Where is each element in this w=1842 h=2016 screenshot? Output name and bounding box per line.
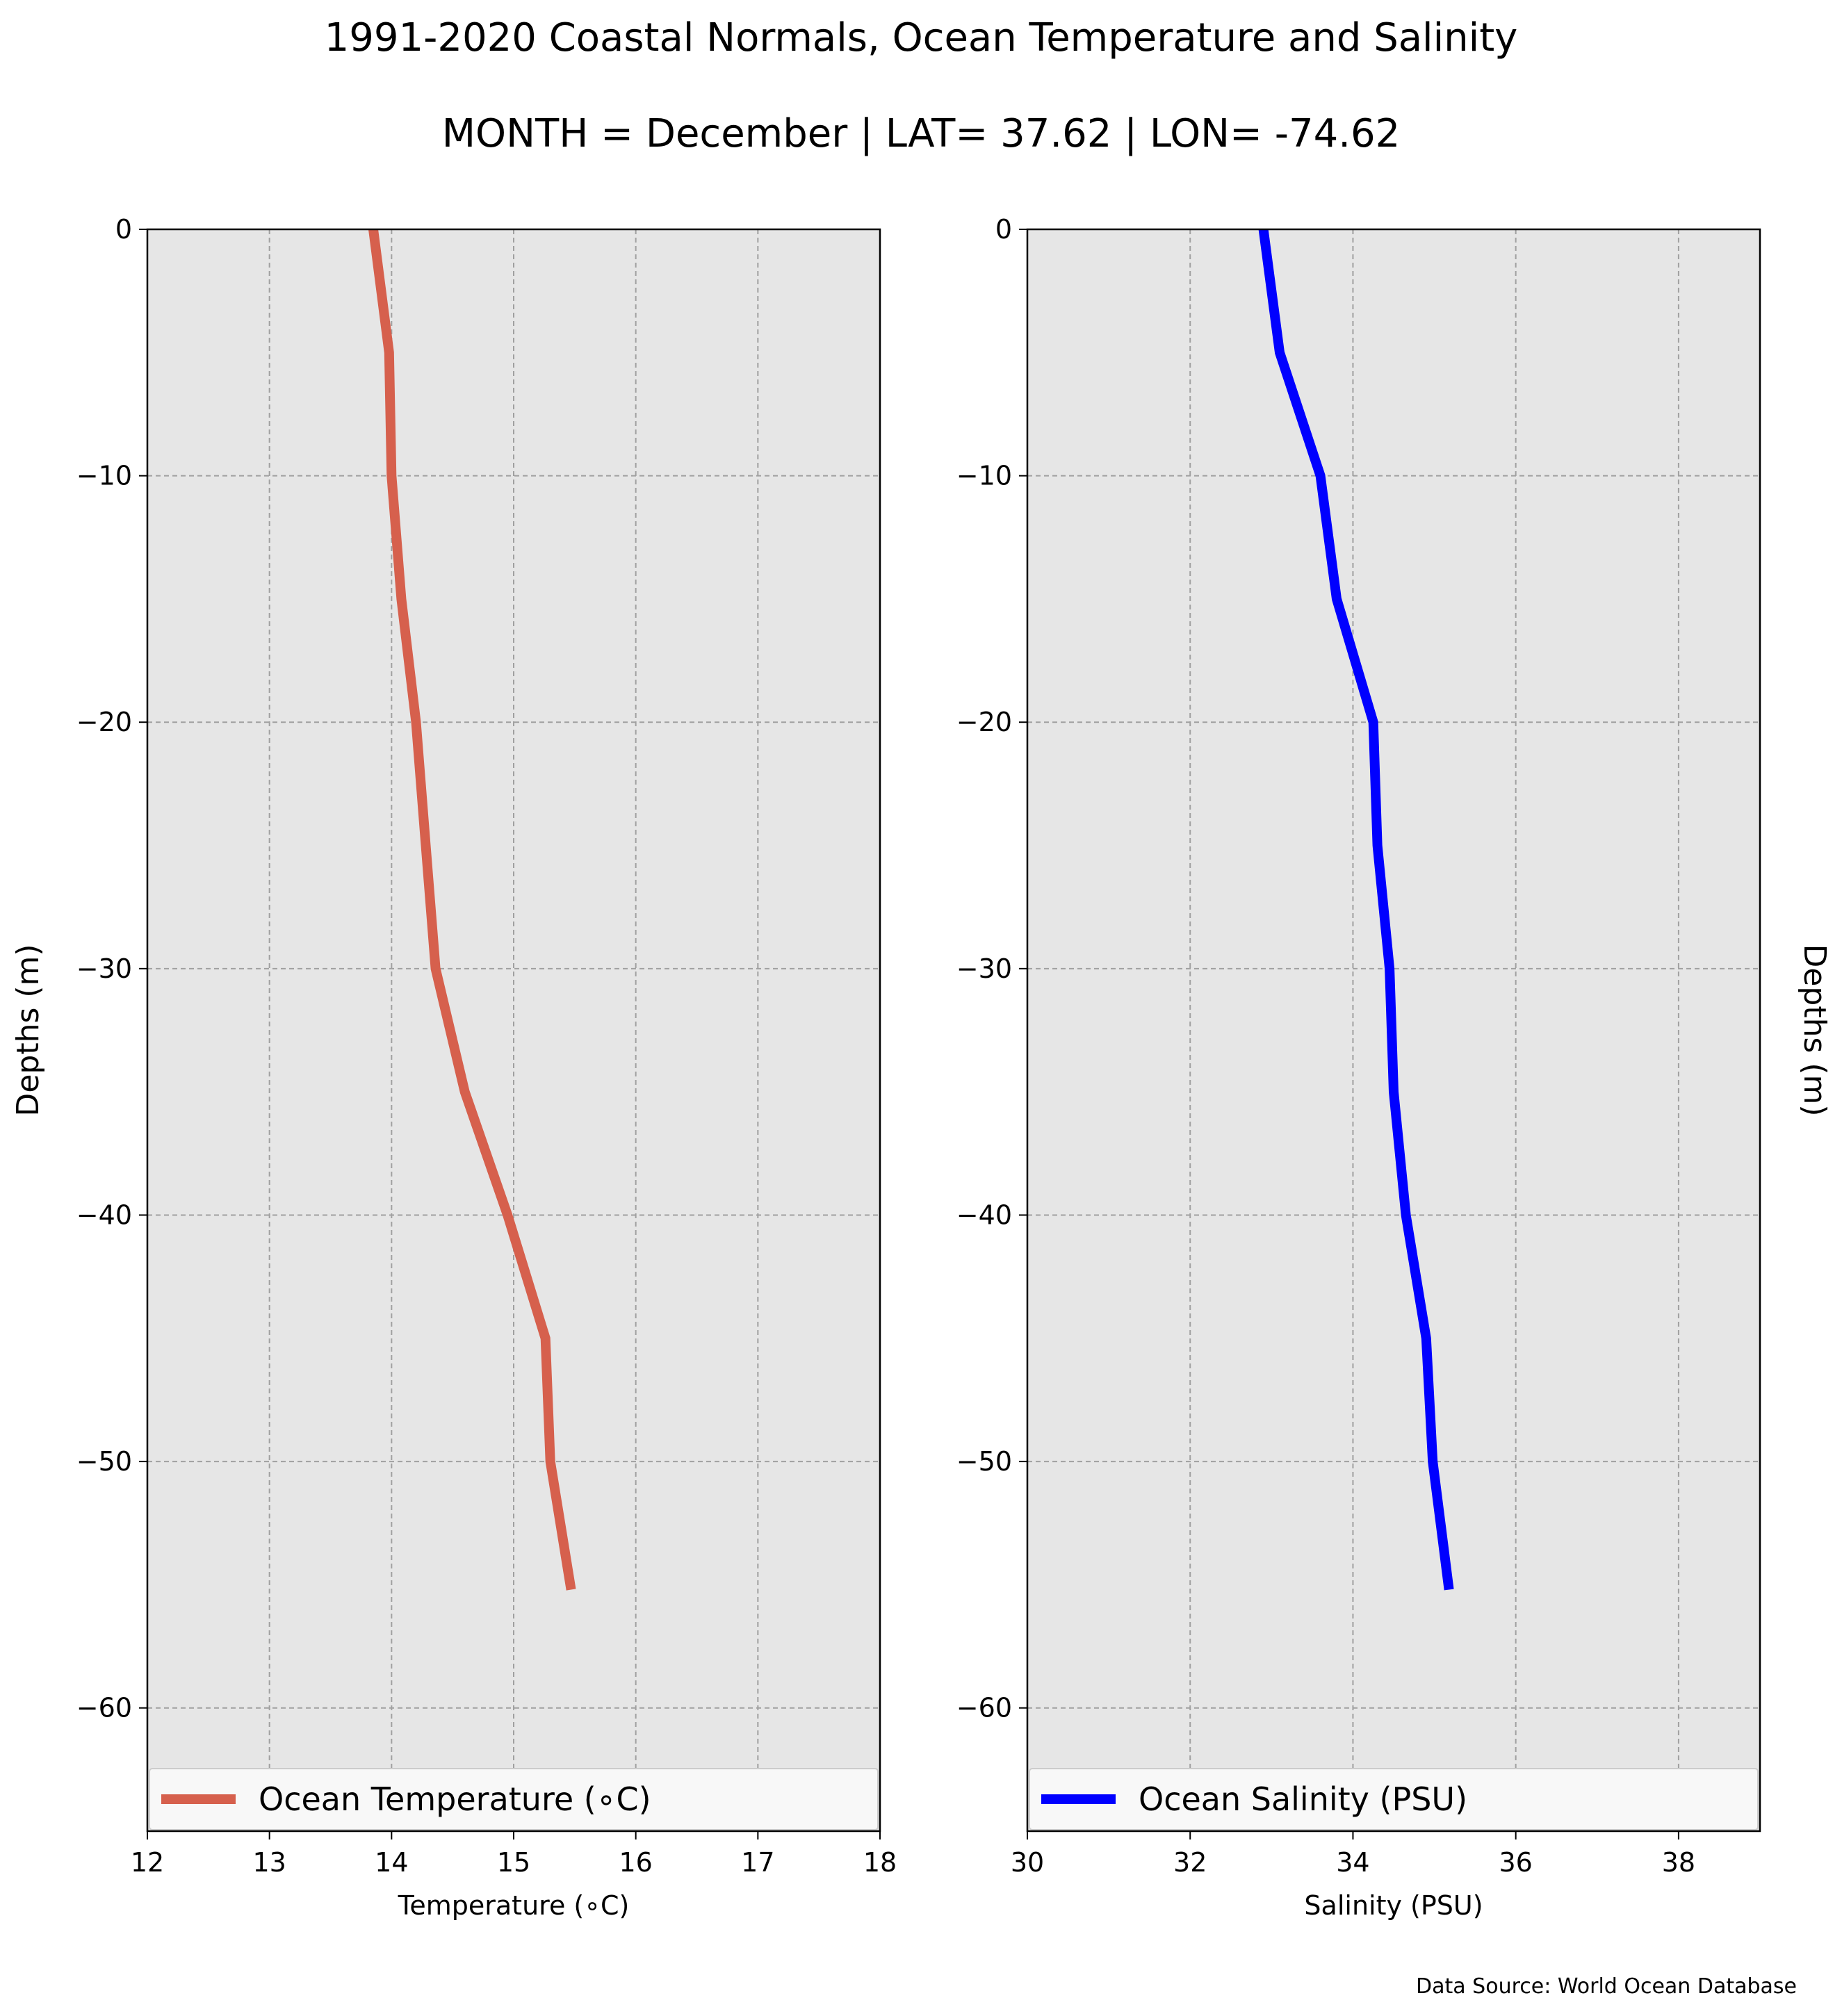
- x-tick-label: 16: [619, 1847, 652, 1878]
- plot-frame: [1026, 228, 1761, 1833]
- data-source-note: Data Source: World Ocean Database: [1416, 1974, 1797, 1999]
- x-tick-label: 13: [252, 1847, 286, 1878]
- y-tick-label: 0: [995, 214, 1012, 245]
- y-tick-label: −60: [76, 1693, 132, 1723]
- y-tick-label: −30: [956, 953, 1012, 984]
- y-tick-label: −40: [956, 1199, 1012, 1230]
- x-tick-label: 17: [741, 1847, 774, 1878]
- series-line: [1258, 229, 1454, 1591]
- x-tick-label: 30: [1011, 1847, 1044, 1878]
- x-axis-label: Salinity (PSU): [1304, 1890, 1483, 1921]
- x-tick-label: 38: [1662, 1847, 1695, 1878]
- legend-box: [1029, 1768, 1759, 1830]
- y-tick-label: −20: [76, 707, 132, 737]
- temperature-panel: Ocean Temperature (∘C) 12 13 14 15 16 17 18 0 −10…: [10, 214, 897, 1921]
- y-tick-label: −50: [76, 1446, 132, 1477]
- y-tick-label: −30: [76, 953, 132, 984]
- y-axis-label: Depths (m): [10, 944, 46, 1116]
- series-line: [368, 229, 576, 1591]
- x-tick-label: 32: [1173, 1847, 1207, 1878]
- legend-label: Ocean Temperature (∘C): [259, 1780, 651, 1818]
- y-tick-label: −20: [956, 707, 1012, 737]
- y-tick-label: −60: [956, 1693, 1012, 1723]
- salinity-panel: Ocean Salinity (PSU) 30 32 34 36 38 0 −10 −20 −30…: [956, 214, 1832, 1921]
- chart-title: 1991-2020 Coastal Normals, Ocean Tempera…: [324, 15, 1518, 60]
- x-axis-label: Temperature (∘C): [398, 1890, 630, 1921]
- y-tick-label: −10: [956, 461, 1012, 491]
- y-tick-label: 0: [115, 214, 132, 245]
- legend-label: Ocean Salinity (PSU): [1139, 1780, 1467, 1818]
- legend-box: [149, 1768, 879, 1830]
- x-tick-label: 34: [1336, 1847, 1369, 1878]
- y-tick-label: −10: [76, 461, 132, 491]
- x-tick-label: 12: [131, 1847, 164, 1878]
- x-tick-label: 18: [863, 1847, 897, 1878]
- y-tick-label: −50: [956, 1446, 1012, 1477]
- y-axis-label: Depths (m): [1797, 944, 1832, 1116]
- x-tick-label: 15: [497, 1847, 530, 1878]
- y-tick-label: −40: [76, 1199, 132, 1230]
- x-tick-label: 36: [1499, 1847, 1532, 1878]
- chart-subtitle: MONTH = December | LAT= 37.62 | LON= -74…: [441, 111, 1401, 156]
- x-tick-label: 14: [375, 1847, 408, 1878]
